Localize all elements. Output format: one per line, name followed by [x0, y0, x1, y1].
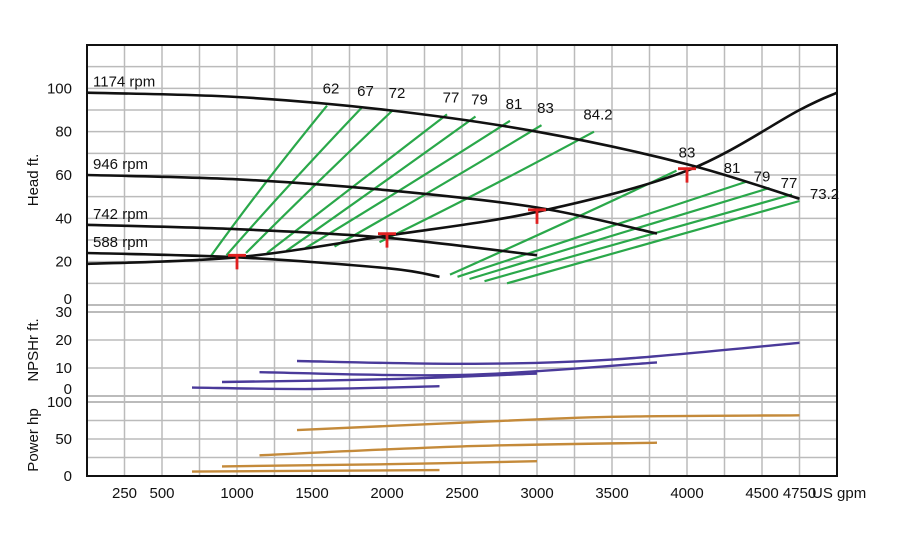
efficiency-label: 81: [724, 160, 741, 177]
npshr-curves: [191, 341, 800, 391]
x-tick-label: 4750: [783, 485, 816, 502]
efficiency-label: 81: [506, 96, 523, 113]
speed-curves: [86, 91, 800, 279]
efficiency-label: 79: [471, 92, 488, 109]
power-curve: [191, 468, 440, 473]
efficiency-line: [506, 199, 800, 285]
axis-titles: US gpm Head ft. NPSHr ft. Power hp: [25, 154, 866, 502]
npshr-curve: [221, 372, 538, 384]
y-tick-label-head: 40: [55, 210, 72, 227]
efficiency-line: [484, 193, 793, 283]
y-axis-title-npshr: NPSHr ft.: [25, 318, 42, 381]
efficiency-label: 73.2: [810, 186, 839, 203]
speed-curve-label: 588 rpm: [93, 234, 148, 251]
efficiency-line: [379, 130, 595, 244]
speed-curve-label: 1174 rpm: [93, 74, 155, 91]
speed-curve: [86, 173, 658, 235]
efficiency-label: 62: [323, 81, 340, 98]
efficiency-label: 83: [679, 145, 696, 162]
efficiency-lines: [209, 104, 800, 285]
npshr-curve: [259, 361, 658, 377]
operating-point-marker: [378, 232, 396, 248]
x-tick-labels: 250 500 1000 1500 2000 2500 3000 3500 4000 4500 47…: [112, 485, 816, 502]
plot-border: [86, 44, 838, 477]
efficiency-line: [333, 124, 543, 248]
efficiency-line: [209, 104, 328, 258]
speed-curve: [86, 91, 800, 201]
y-tick-label-head: 20: [55, 254, 72, 271]
efficiency-line: [225, 107, 363, 256]
y-axis-title-head: Head ft.: [25, 154, 42, 207]
operating-point-marker: [228, 253, 246, 270]
npshr-curve: [296, 341, 800, 366]
efficiency-line: [457, 180, 748, 278]
y-tick-label-power: 0: [64, 468, 72, 485]
power-curves: [191, 414, 800, 473]
efficiency-label: 77: [443, 89, 460, 106]
efficiency-label: 77: [781, 175, 798, 192]
curve-labels: 62 67 72 77 79 81 83 84.2 83 81 79 77 73.2 1174 rpm 94…: [93, 74, 839, 251]
x-tick-label: 500: [149, 485, 174, 502]
speed-curve-label: 946 rpm: [93, 156, 148, 173]
y-tick-label-npshr: 0: [64, 381, 72, 398]
x-tick-label: 1500: [295, 485, 328, 502]
efficiency-line: [469, 186, 770, 281]
y-tick-label-head: 60: [55, 167, 72, 184]
efficiency-label: 67: [357, 83, 374, 100]
speed-curve: [86, 251, 440, 279]
operating-points: [228, 167, 696, 270]
operating-point-marker: [528, 208, 546, 224]
x-tick-label: 2500: [445, 485, 478, 502]
y-tick-label-power: 50: [55, 431, 72, 448]
power-curve: [259, 441, 658, 457]
y-tick-label-head: 80: [55, 124, 72, 141]
x-tick-label: 2000: [370, 485, 403, 502]
x-tick-label: 1000: [220, 485, 253, 502]
efficiency-label: 84.2: [583, 107, 612, 124]
efficiency-label: 83: [537, 100, 554, 117]
efficiency-line: [285, 115, 477, 252]
x-unit-label: US gpm: [812, 485, 866, 502]
y-tick-label-npshr: 30: [55, 304, 72, 321]
plot-frame: [86, 44, 838, 477]
efficiency-label: 79: [754, 169, 771, 186]
y-tick-label-power: 100: [47, 394, 72, 411]
operating-point-marker: [678, 167, 696, 183]
y-axis-title-power: Power hp: [25, 408, 42, 471]
power-curve: [221, 460, 538, 468]
efficiency-label: 72: [389, 85, 406, 102]
x-tick-label: 250: [112, 485, 137, 502]
grid: [87, 45, 837, 476]
x-tick-label: 3000: [520, 485, 553, 502]
power-curve: [296, 414, 800, 432]
y-tick-label-head: 0: [64, 291, 72, 308]
speed-curve-label: 742 rpm: [93, 206, 148, 223]
y-tick-label-npshr: 20: [55, 332, 72, 349]
y-tick-label-npshr: 10: [55, 360, 72, 377]
y-tick-label-head: 100: [47, 80, 72, 97]
npshr-curve: [191, 385, 440, 391]
speed-curve: [86, 223, 538, 257]
x-tick-label: 4000: [670, 485, 703, 502]
efficiency-line: [245, 109, 394, 254]
x-tick-label: 4500: [745, 485, 778, 502]
x-tick-label: 3500: [595, 485, 628, 502]
